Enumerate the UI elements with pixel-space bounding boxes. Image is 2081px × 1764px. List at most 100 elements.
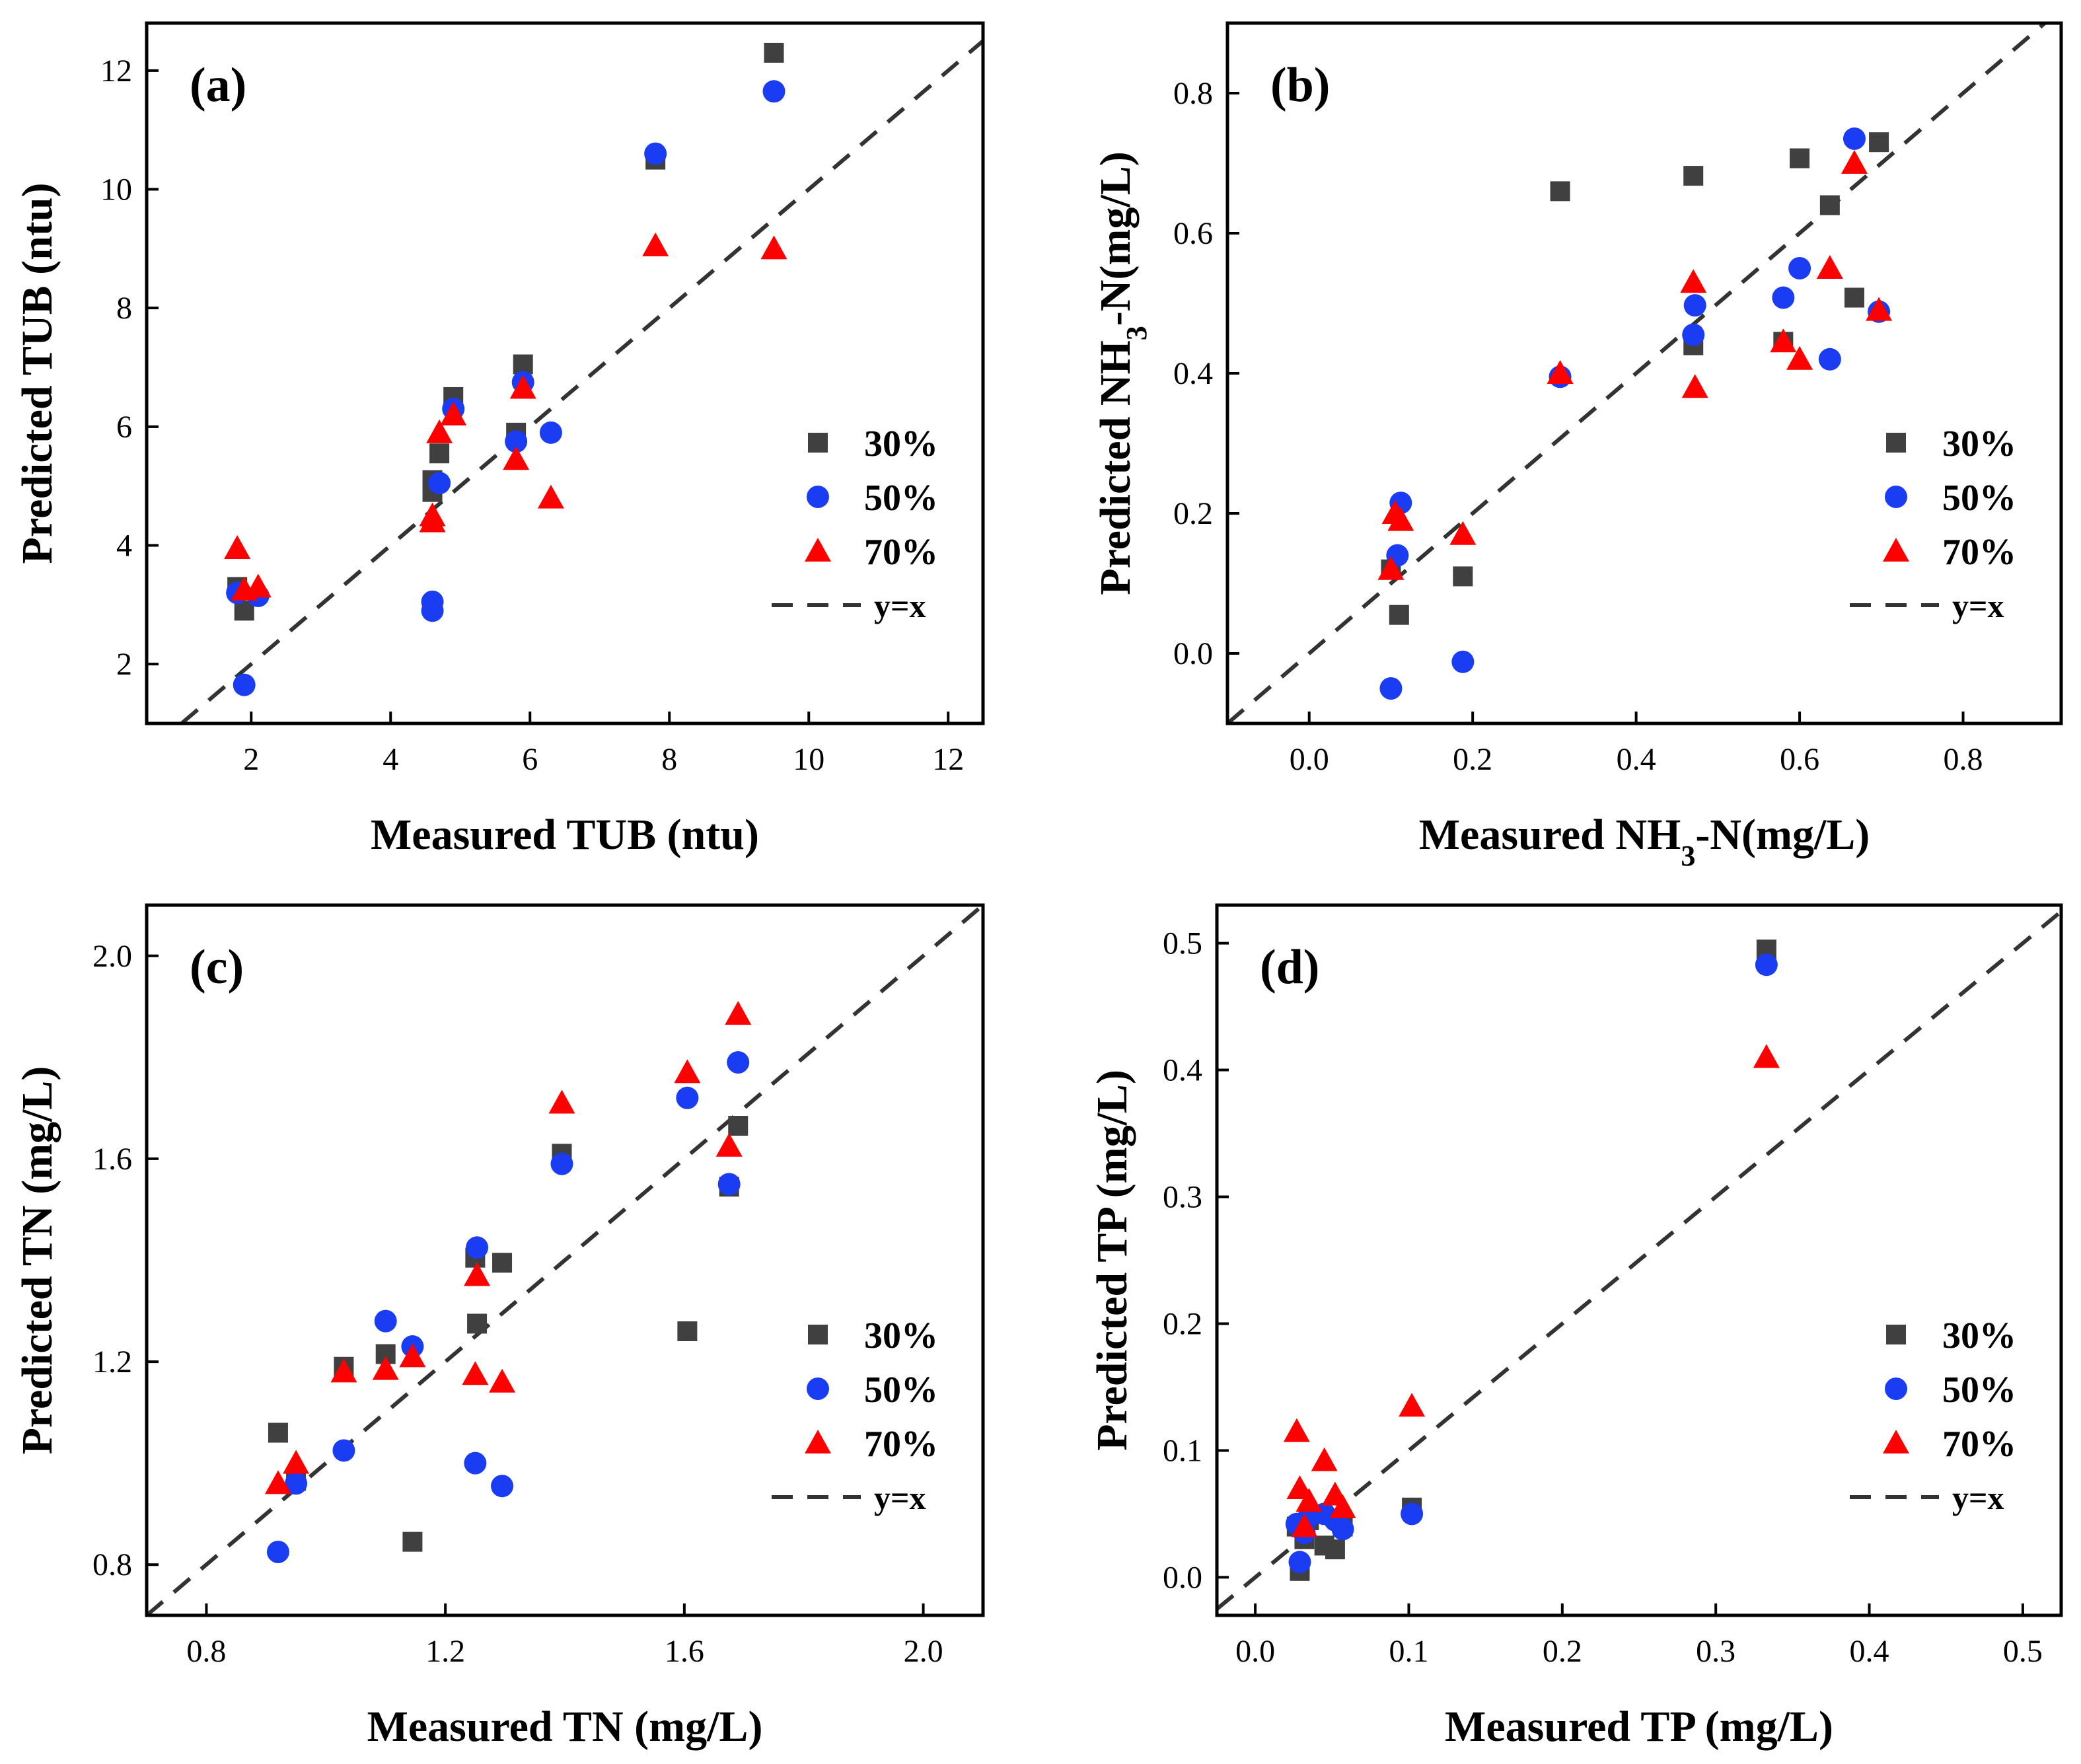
data-point bbox=[1816, 255, 1843, 279]
legend-label: 50% bbox=[1942, 478, 2016, 519]
y-tick-label: 0.0 bbox=[1173, 636, 1213, 671]
data-point bbox=[1399, 1393, 1426, 1417]
data-point bbox=[717, 1173, 741, 1196]
y-axis-label: Predicted TN (mg/L) bbox=[13, 1066, 61, 1455]
reference-line bbox=[1216, 910, 2063, 1611]
y-tick-label: 0.5 bbox=[1163, 926, 1202, 961]
data-point bbox=[1843, 127, 1866, 150]
y-tick-label: 2.0 bbox=[92, 939, 132, 974]
data-point bbox=[1325, 1539, 1345, 1560]
x-tick-label: 8 bbox=[661, 742, 677, 777]
y-tick-label: 0.2 bbox=[1173, 496, 1213, 531]
legend: 30% 50% 70% y=x bbox=[1850, 1315, 2016, 1516]
y-tick-label: 0.0 bbox=[1163, 1560, 1202, 1595]
data-point bbox=[1329, 1494, 1356, 1518]
y-tick-label: 10 bbox=[100, 172, 132, 207]
series-30pct bbox=[1286, 939, 1776, 1581]
series-50pct bbox=[226, 80, 785, 696]
data-point bbox=[224, 535, 251, 559]
y-tick-label: 2 bbox=[116, 647, 132, 682]
data-point bbox=[505, 430, 528, 453]
x-axis-label: Measured TN (mg/L) bbox=[367, 1703, 763, 1751]
x-tick-label: 0.5 bbox=[2003, 1634, 2043, 1669]
data-point bbox=[233, 673, 256, 696]
data-point bbox=[1683, 294, 1706, 317]
legend-marker bbox=[805, 538, 831, 562]
data-point bbox=[421, 599, 444, 622]
series-70pct bbox=[224, 232, 787, 601]
legend-label: 30% bbox=[864, 423, 938, 464]
x-tick-label: 0.4 bbox=[1850, 1634, 1889, 1669]
data-point bbox=[676, 1086, 699, 1109]
y-tick-label: 0.6 bbox=[1173, 216, 1213, 251]
data-point bbox=[674, 1059, 701, 1084]
data-point bbox=[419, 508, 446, 533]
data-point bbox=[1819, 195, 1840, 215]
legend-marker bbox=[1885, 1378, 1907, 1400]
data-point bbox=[1844, 287, 1864, 308]
plot-frame bbox=[145, 903, 985, 1617]
y-tick-label: 0.1 bbox=[1163, 1433, 1202, 1468]
data-point bbox=[466, 1236, 489, 1259]
y-tick-label: 0.8 bbox=[1173, 76, 1213, 111]
x-axis-label: Measured TUB (ntu) bbox=[371, 811, 759, 859]
data-point bbox=[1786, 346, 1813, 370]
panel-a: 2 4 6 8 10 12 2 4 6 8 10 12 (a) Measured TUB (ntu) Pre… bbox=[13, 21, 985, 859]
x-tick-label: 0.0 bbox=[1290, 742, 1329, 777]
x-tick-label: 0.4 bbox=[1617, 742, 1656, 777]
data-point bbox=[440, 401, 467, 425]
x-tick-label: 10 bbox=[793, 742, 824, 777]
data-point bbox=[764, 42, 784, 63]
legend-marker bbox=[805, 1430, 831, 1453]
data-point bbox=[1770, 328, 1797, 353]
data-point bbox=[1283, 1418, 1310, 1442]
legend-label: 50% bbox=[864, 478, 938, 519]
legend-label: y=x bbox=[1952, 1479, 2004, 1516]
legend-label: 70% bbox=[864, 1424, 938, 1465]
panel-label: (c) bbox=[190, 940, 244, 994]
data-point bbox=[1755, 953, 1778, 976]
x-tick-label: 4 bbox=[383, 742, 398, 777]
series-70pct bbox=[264, 1001, 752, 1494]
data-point bbox=[464, 1262, 491, 1286]
data-point bbox=[1547, 360, 1574, 384]
data-point bbox=[330, 1358, 357, 1383]
data-point bbox=[1311, 1447, 1338, 1471]
reference-line bbox=[180, 39, 984, 725]
series-70pct bbox=[1283, 1044, 1780, 1537]
x-tick-label: 0.6 bbox=[1780, 742, 1819, 777]
data-point bbox=[374, 1309, 397, 1333]
data-point bbox=[1683, 166, 1704, 186]
y-tick-label: 4 bbox=[116, 529, 132, 564]
y-tick-label: 0.8 bbox=[92, 1547, 132, 1582]
data-point bbox=[399, 1343, 426, 1368]
x-axis-label: Measured NH3-N(mg/L) bbox=[1419, 811, 1870, 872]
data-point bbox=[285, 1472, 308, 1495]
legend-label: 30% bbox=[1942, 1315, 2016, 1356]
data-point bbox=[509, 375, 536, 399]
y-tick-label: 0.4 bbox=[1163, 1053, 1202, 1088]
data-point bbox=[1680, 269, 1707, 293]
y-tick-label: 0.4 bbox=[1173, 356, 1213, 391]
data-point bbox=[1550, 181, 1570, 202]
data-point bbox=[1866, 297, 1893, 321]
data-point bbox=[1401, 1502, 1424, 1525]
legend-marker bbox=[1883, 1430, 1909, 1453]
data-point bbox=[402, 1531, 423, 1552]
data-point bbox=[1841, 150, 1868, 174]
x-tick-label: 2.0 bbox=[904, 1634, 943, 1669]
y-axis-label: Predicted NH3-N(mg/L) bbox=[1091, 151, 1153, 595]
legend-label: 30% bbox=[1942, 423, 2016, 464]
reference-line bbox=[145, 903, 984, 1617]
legend-label: 70% bbox=[1942, 1424, 2016, 1465]
series-50pct bbox=[1379, 127, 1891, 700]
legend: 30% 50% 70% y=x bbox=[772, 1315, 938, 1516]
x-tick-label: 0.1 bbox=[1389, 1634, 1428, 1669]
y-axis-label: Predicted TP (mg/L) bbox=[1088, 1070, 1136, 1451]
data-point bbox=[1772, 286, 1795, 309]
legend-marker bbox=[808, 433, 828, 453]
data-point bbox=[492, 1253, 513, 1273]
data-point bbox=[715, 1132, 743, 1157]
data-point bbox=[244, 573, 272, 598]
